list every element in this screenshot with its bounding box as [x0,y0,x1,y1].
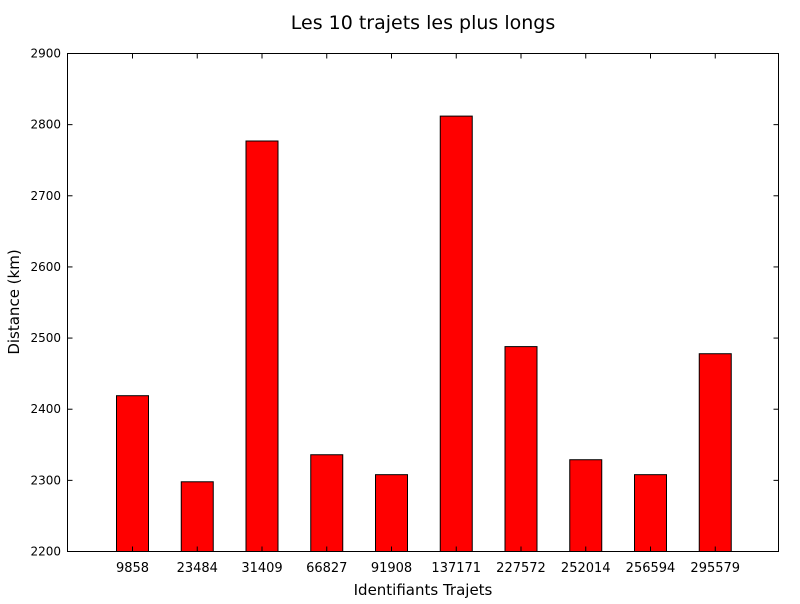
plot-frame [67,53,779,552]
x-tick-label: 31409 [241,561,282,576]
chart-title: Les 10 trajets les plus longs [291,12,556,34]
x-tick-label: 256594 [626,561,676,576]
x-axis-ticks: 9858 23484 31409 66827 91908 137171 227572 2520… [116,53,740,576]
bar-31409 [245,140,279,552]
y-tick-label: 2200 [30,545,61,559]
x-tick-label: 227572 [496,561,546,576]
y-tick-label: 2500 [30,331,61,345]
bar-256594 [634,474,667,552]
x-axis-label: Identifiants Trajets [354,581,493,599]
x-tick-label: 23484 [177,561,218,576]
x-tick-label: 252014 [561,561,611,576]
bar-9858 [116,395,149,552]
bar-137171 [439,115,473,552]
y-tick-label: 2300 [30,473,61,487]
y-tick-label: 2700 [30,189,61,203]
y-tick-label: 2900 [30,47,61,61]
y-tick-label: 2600 [30,260,61,274]
x-tick-label: 91908 [371,561,412,576]
x-tick-label: 137171 [431,561,481,576]
bar-23484 [180,481,214,552]
bar-295579 [698,353,732,553]
y-tick-label: 2400 [30,402,61,416]
bar-91908 [375,474,408,552]
bar-252014 [569,459,603,552]
x-tick-label: 295579 [690,561,740,576]
y-axis-ticks: 2200 2300 2400 2500 2600 2700 2800 2900 [30,47,779,559]
x-tick-label: 66827 [306,561,347,576]
y-tick-label: 2800 [30,118,61,132]
y-axis-label: Distance (km) [5,249,23,354]
bar-227572 [504,346,538,553]
bars-layer [116,115,732,553]
bar-66827 [310,454,344,553]
x-tick-label: 9858 [116,561,149,576]
